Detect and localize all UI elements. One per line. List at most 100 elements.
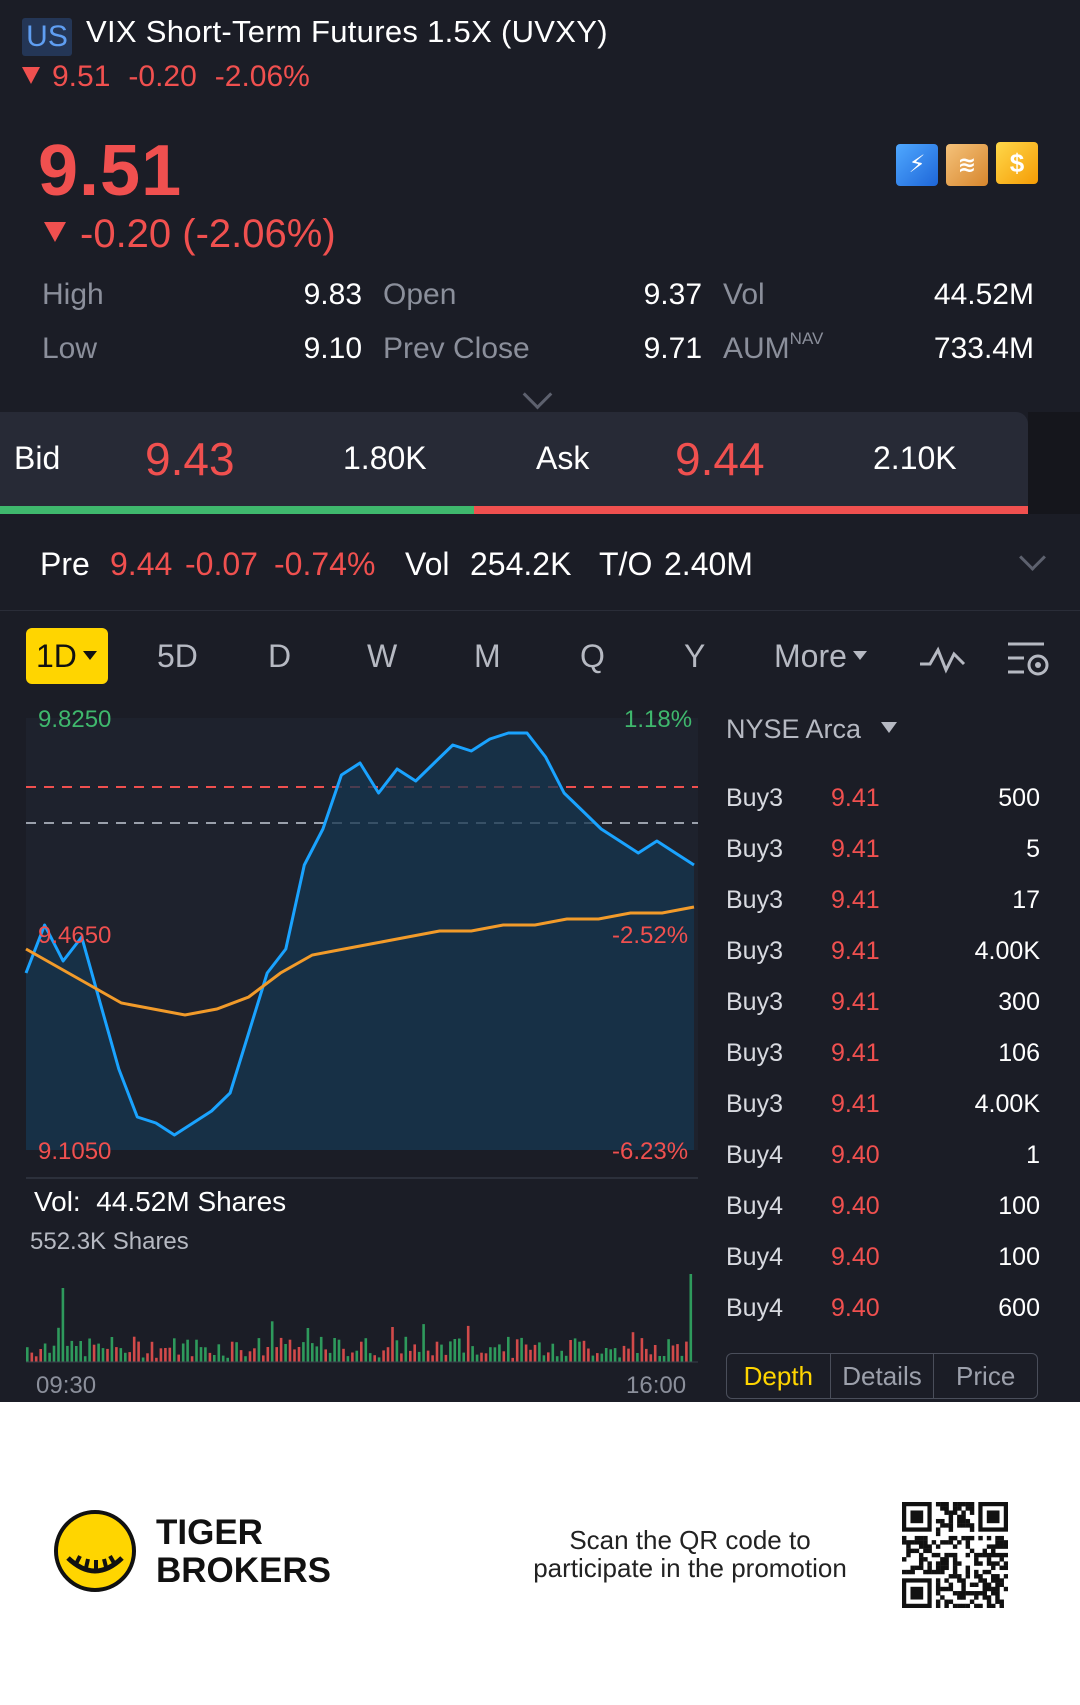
volume-bar bbox=[115, 1347, 118, 1362]
indicator-icon[interactable] bbox=[918, 640, 966, 676]
order-book-row[interactable]: Buy3 9.41 4.00K bbox=[726, 1090, 1040, 1130]
tab-depth[interactable]: Depth bbox=[743, 1361, 814, 1391]
qr-module bbox=[935, 1591, 941, 1596]
tab-price[interactable]: Price bbox=[933, 1354, 1037, 1398]
qr-module bbox=[965, 1523, 971, 1528]
order-book-row[interactable]: Buy3 9.41 300 bbox=[726, 988, 1040, 1028]
qr-module bbox=[965, 1574, 971, 1579]
qr-module bbox=[986, 1544, 992, 1549]
volume-bar bbox=[302, 1342, 305, 1362]
qr-module bbox=[995, 1591, 1000, 1596]
order-book-row[interactable]: Buy4 9.40 100 bbox=[726, 1192, 1040, 1232]
order-size: 17 bbox=[1012, 886, 1040, 914]
qr-module bbox=[991, 1578, 996, 1583]
volume-bar bbox=[515, 1339, 519, 1362]
volume-summary: Vol: 44.52M Shares bbox=[34, 1186, 287, 1217]
order-book-row[interactable]: Buy3 9.41 5 bbox=[726, 835, 1040, 875]
qr-module bbox=[974, 1582, 979, 1587]
volume-bar bbox=[79, 1341, 82, 1362]
volume-bar bbox=[168, 1347, 172, 1362]
qr-module bbox=[974, 1595, 979, 1600]
qr-module bbox=[961, 1514, 966, 1520]
qr-module bbox=[999, 1557, 1004, 1562]
tab-q[interactable]: Q bbox=[580, 638, 605, 674]
volume-bar bbox=[645, 1348, 648, 1362]
volume-bar bbox=[92, 1344, 96, 1362]
tab-more[interactable]: More bbox=[774, 638, 867, 675]
qr-module bbox=[927, 1561, 932, 1566]
qr-module bbox=[906, 1548, 911, 1554]
volume-bar bbox=[75, 1346, 78, 1362]
volume-bar bbox=[368, 1353, 372, 1362]
qr-module bbox=[969, 1510, 975, 1515]
volume-bar bbox=[493, 1347, 497, 1362]
layers-icon[interactable]: ≋ bbox=[946, 144, 988, 186]
bid-price[interactable]: 9.43 bbox=[145, 433, 235, 485]
premarket-row[interactable] bbox=[0, 520, 1080, 611]
chart-low-pct: -6.23% bbox=[612, 1138, 689, 1165]
volume-bar bbox=[377, 1357, 381, 1362]
volume-bar bbox=[150, 1341, 154, 1362]
volume-bar bbox=[66, 1345, 69, 1362]
volume-bar bbox=[279, 1337, 283, 1362]
order-book-row[interactable]: Buy3 9.41 500 bbox=[726, 784, 1040, 824]
order-book-row[interactable]: Buy3 9.41 106 bbox=[726, 1039, 1040, 1079]
qr-module bbox=[957, 1518, 962, 1524]
exchange-selector[interactable]: NYSE Arca bbox=[726, 714, 898, 745]
volume-bar bbox=[328, 1352, 332, 1362]
qr-module bbox=[914, 1540, 920, 1545]
volume-bar bbox=[444, 1354, 448, 1362]
volume-bar bbox=[671, 1345, 675, 1362]
ask-price[interactable]: 9.44 bbox=[675, 433, 765, 485]
dollar-icon[interactable]: $ bbox=[996, 142, 1038, 184]
order-book-row[interactable]: Buy4 9.40 100 bbox=[726, 1243, 1040, 1283]
volume-bar bbox=[110, 1337, 114, 1362]
volume-bar bbox=[600, 1353, 604, 1362]
chart-settings-icon[interactable] bbox=[1004, 636, 1050, 680]
tab-1d[interactable]: 1D bbox=[26, 628, 108, 684]
qr-module bbox=[948, 1540, 954, 1545]
volume-bar bbox=[458, 1338, 461, 1362]
qr-module bbox=[969, 1523, 975, 1528]
qr-module bbox=[974, 1603, 979, 1608]
volume-bar bbox=[226, 1357, 229, 1362]
volume-bar bbox=[417, 1351, 421, 1362]
order-book-row[interactable]: Buy3 9.41 4.00K bbox=[726, 937, 1040, 977]
qr-module bbox=[986, 1603, 992, 1608]
volume-bar bbox=[667, 1339, 670, 1362]
qr-module bbox=[940, 1540, 945, 1545]
flash-icon[interactable]: ⚡ bbox=[896, 144, 938, 186]
intraday-chart[interactable] bbox=[0, 700, 700, 1400]
qr-module bbox=[961, 1518, 966, 1524]
order-book-row[interactable]: Buy3 9.41 17 bbox=[726, 886, 1040, 926]
qr-module bbox=[940, 1506, 945, 1511]
tab-d[interactable]: D bbox=[268, 638, 292, 674]
volume-bar bbox=[190, 1356, 194, 1362]
pre-label: Pre bbox=[40, 546, 90, 582]
tab-5d[interactable]: 5D bbox=[157, 638, 198, 674]
volume-bar bbox=[324, 1349, 327, 1362]
tab-y[interactable]: Y bbox=[684, 638, 706, 674]
tab-details[interactable]: Details bbox=[829, 1354, 934, 1398]
volume-bar bbox=[627, 1348, 630, 1362]
volume-bar bbox=[270, 1321, 274, 1362]
volume-bar bbox=[43, 1343, 47, 1362]
order-book-row[interactable]: Buy4 9.40 600 bbox=[726, 1294, 1040, 1334]
open-value: 9.37 bbox=[643, 278, 702, 311]
qr-module bbox=[944, 1603, 949, 1608]
volume-bar bbox=[253, 1348, 256, 1362]
qr-module bbox=[961, 1578, 966, 1583]
volume-bar bbox=[555, 1356, 559, 1362]
order-book-row[interactable]: Buy4 9.40 1 bbox=[726, 1141, 1040, 1181]
qr-module bbox=[991, 1586, 996, 1592]
qr-module bbox=[961, 1535, 966, 1541]
expand-chevron-icon[interactable] bbox=[522, 379, 553, 410]
volume-bar bbox=[636, 1353, 639, 1362]
qr-module bbox=[978, 1578, 983, 1583]
qr-module bbox=[957, 1502, 962, 1507]
volume-bar bbox=[119, 1348, 123, 1362]
qr-module bbox=[995, 1599, 1000, 1604]
tab-w[interactable]: W bbox=[367, 638, 398, 674]
qr-module bbox=[952, 1557, 958, 1562]
tab-m[interactable]: M bbox=[474, 638, 501, 674]
